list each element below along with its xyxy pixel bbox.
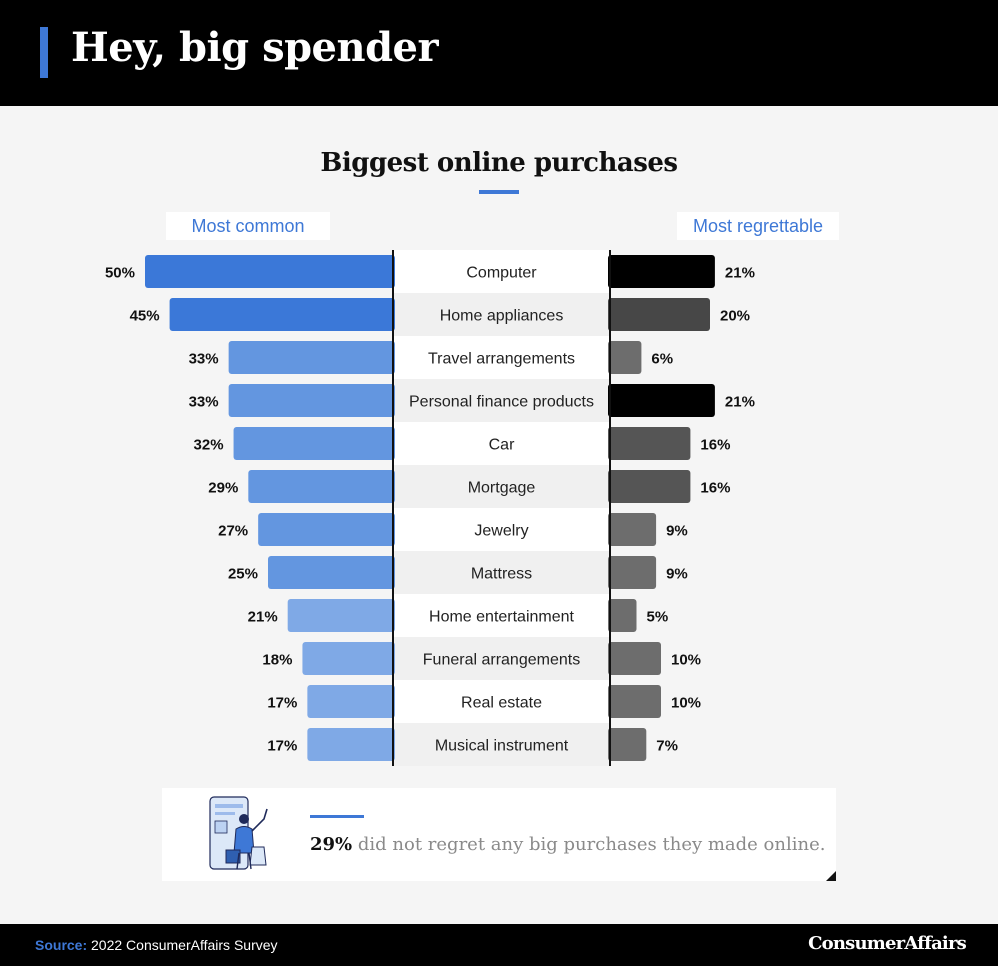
bar-most-common — [307, 685, 395, 718]
callout-rule — [310, 815, 364, 818]
value-label-most-regrettable: 21% — [725, 394, 755, 411]
bar-most-common — [145, 255, 395, 288]
value-label-most-common: 32% — [194, 437, 224, 454]
category-label: Computer — [466, 265, 537, 282]
category-label: Musical instrument — [435, 738, 569, 755]
bar-most-regrettable — [608, 685, 661, 718]
value-label-most-regrettable: 16% — [700, 480, 730, 497]
bar-most-common — [287, 599, 395, 632]
header-accent-bar — [40, 27, 48, 78]
bar-most-common — [248, 470, 395, 503]
shopper-illustration-icon — [209, 796, 268, 870]
category-row-bg — [393, 680, 610, 723]
value-label-most-common: 27% — [218, 523, 248, 540]
source-text: 2022 ConsumerAffairs Survey — [87, 937, 278, 953]
bar-most-regrettable — [608, 513, 657, 546]
category-row-bg — [393, 465, 610, 508]
bar-most-regrettable — [608, 599, 637, 632]
category-row-bg — [393, 551, 610, 594]
value-label-most-common: 25% — [228, 566, 258, 583]
value-label-most-regrettable: 10% — [671, 695, 701, 712]
callout-text: 29% did not regret any big purchases the… — [310, 834, 825, 855]
header-bar: Hey, big spender — [0, 0, 998, 106]
legend-most-regrettable: Most regrettable — [677, 212, 839, 240]
category-label: Home entertainment — [429, 609, 575, 626]
bar-most-regrettable — [608, 728, 647, 761]
category-label: Mattress — [471, 566, 532, 583]
callout-body: did not regret any big purchases they ma… — [352, 834, 826, 855]
bar-most-common — [228, 341, 395, 374]
value-label-most-regrettable: 9% — [666, 523, 688, 540]
category-label: Home appliances — [440, 308, 564, 325]
bar-most-regrettable — [608, 427, 691, 460]
bar-most-regrettable — [608, 642, 661, 675]
bar-most-common — [268, 556, 395, 589]
value-label-most-regrettable: 10% — [671, 652, 701, 669]
footer-bar: Source: 2022 ConsumerAffairs Survey Cons… — [0, 924, 998, 966]
value-label-most-common: 33% — [189, 351, 219, 368]
category-label: Funeral arrangements — [423, 652, 580, 669]
bar-most-common — [233, 427, 395, 460]
category-label: Real estate — [461, 695, 542, 712]
value-label-most-common: 17% — [267, 695, 297, 712]
source-label: Source: — [35, 937, 88, 953]
bar-most-common — [307, 728, 395, 761]
category-row-bg — [393, 250, 610, 293]
value-label-most-regrettable: 16% — [700, 437, 730, 454]
category-label: Mortgage — [468, 480, 536, 497]
bar-most-common — [258, 513, 395, 546]
bar-most-regrettable — [608, 556, 657, 589]
bar-most-regrettable — [608, 341, 642, 374]
category-label: Personal finance products — [409, 394, 594, 411]
category-row-bg — [393, 422, 610, 465]
category-label: Car — [489, 437, 515, 454]
page-title: Hey, big spender — [71, 24, 439, 71]
value-label-most-common: 18% — [262, 652, 292, 669]
category-row-bg — [393, 637, 610, 680]
butterfly-chart: Computer 50% 21% Home appliances 45% 20% Trave… — [105, 250, 755, 766]
brand-logo: ConsumerAffairs — [808, 933, 967, 954]
callout-highlight: 29% — [310, 834, 353, 855]
value-label-most-regrettable: 9% — [666, 566, 688, 583]
bar-most-regrettable — [608, 384, 715, 417]
category-row-bg — [393, 723, 610, 766]
value-label-most-regrettable: 7% — [656, 738, 678, 755]
category-row-bg — [393, 508, 610, 551]
bar-most-regrettable — [608, 298, 710, 331]
value-label-most-regrettable: 20% — [720, 308, 750, 325]
value-label-most-common: 29% — [208, 480, 238, 497]
bar-most-common — [228, 384, 395, 417]
chart-title: Biggest online purchases — [320, 148, 678, 178]
bar-most-common — [302, 642, 395, 675]
value-label-most-regrettable: 5% — [647, 609, 669, 626]
legend-most-common: Most common — [166, 212, 330, 240]
bar-most-regrettable — [608, 255, 715, 288]
category-row-bg — [393, 336, 610, 379]
callout-box: 29% did not regret any big purchases the… — [162, 788, 836, 881]
bar-most-regrettable — [608, 470, 691, 503]
value-label-most-common: 17% — [267, 738, 297, 755]
category-label: Jewelry — [474, 523, 528, 540]
source-line: Source: 2022 ConsumerAffairs Survey — [35, 937, 278, 953]
value-label-most-regrettable: 6% — [651, 351, 673, 368]
callout-corner-mark — [826, 871, 836, 881]
value-label-most-common: 33% — [189, 394, 219, 411]
category-row-bg — [393, 293, 610, 336]
bar-most-common — [169, 298, 395, 331]
value-label-most-common: 21% — [248, 609, 278, 626]
category-label: Travel arrangements — [428, 351, 575, 368]
value-label-most-common: 50% — [105, 265, 135, 282]
category-row-bg — [393, 379, 610, 422]
value-label-most-common: 45% — [130, 308, 160, 325]
category-row-bg — [393, 594, 610, 637]
value-label-most-regrettable: 21% — [725, 265, 755, 282]
chart-title-underline — [479, 190, 519, 194]
